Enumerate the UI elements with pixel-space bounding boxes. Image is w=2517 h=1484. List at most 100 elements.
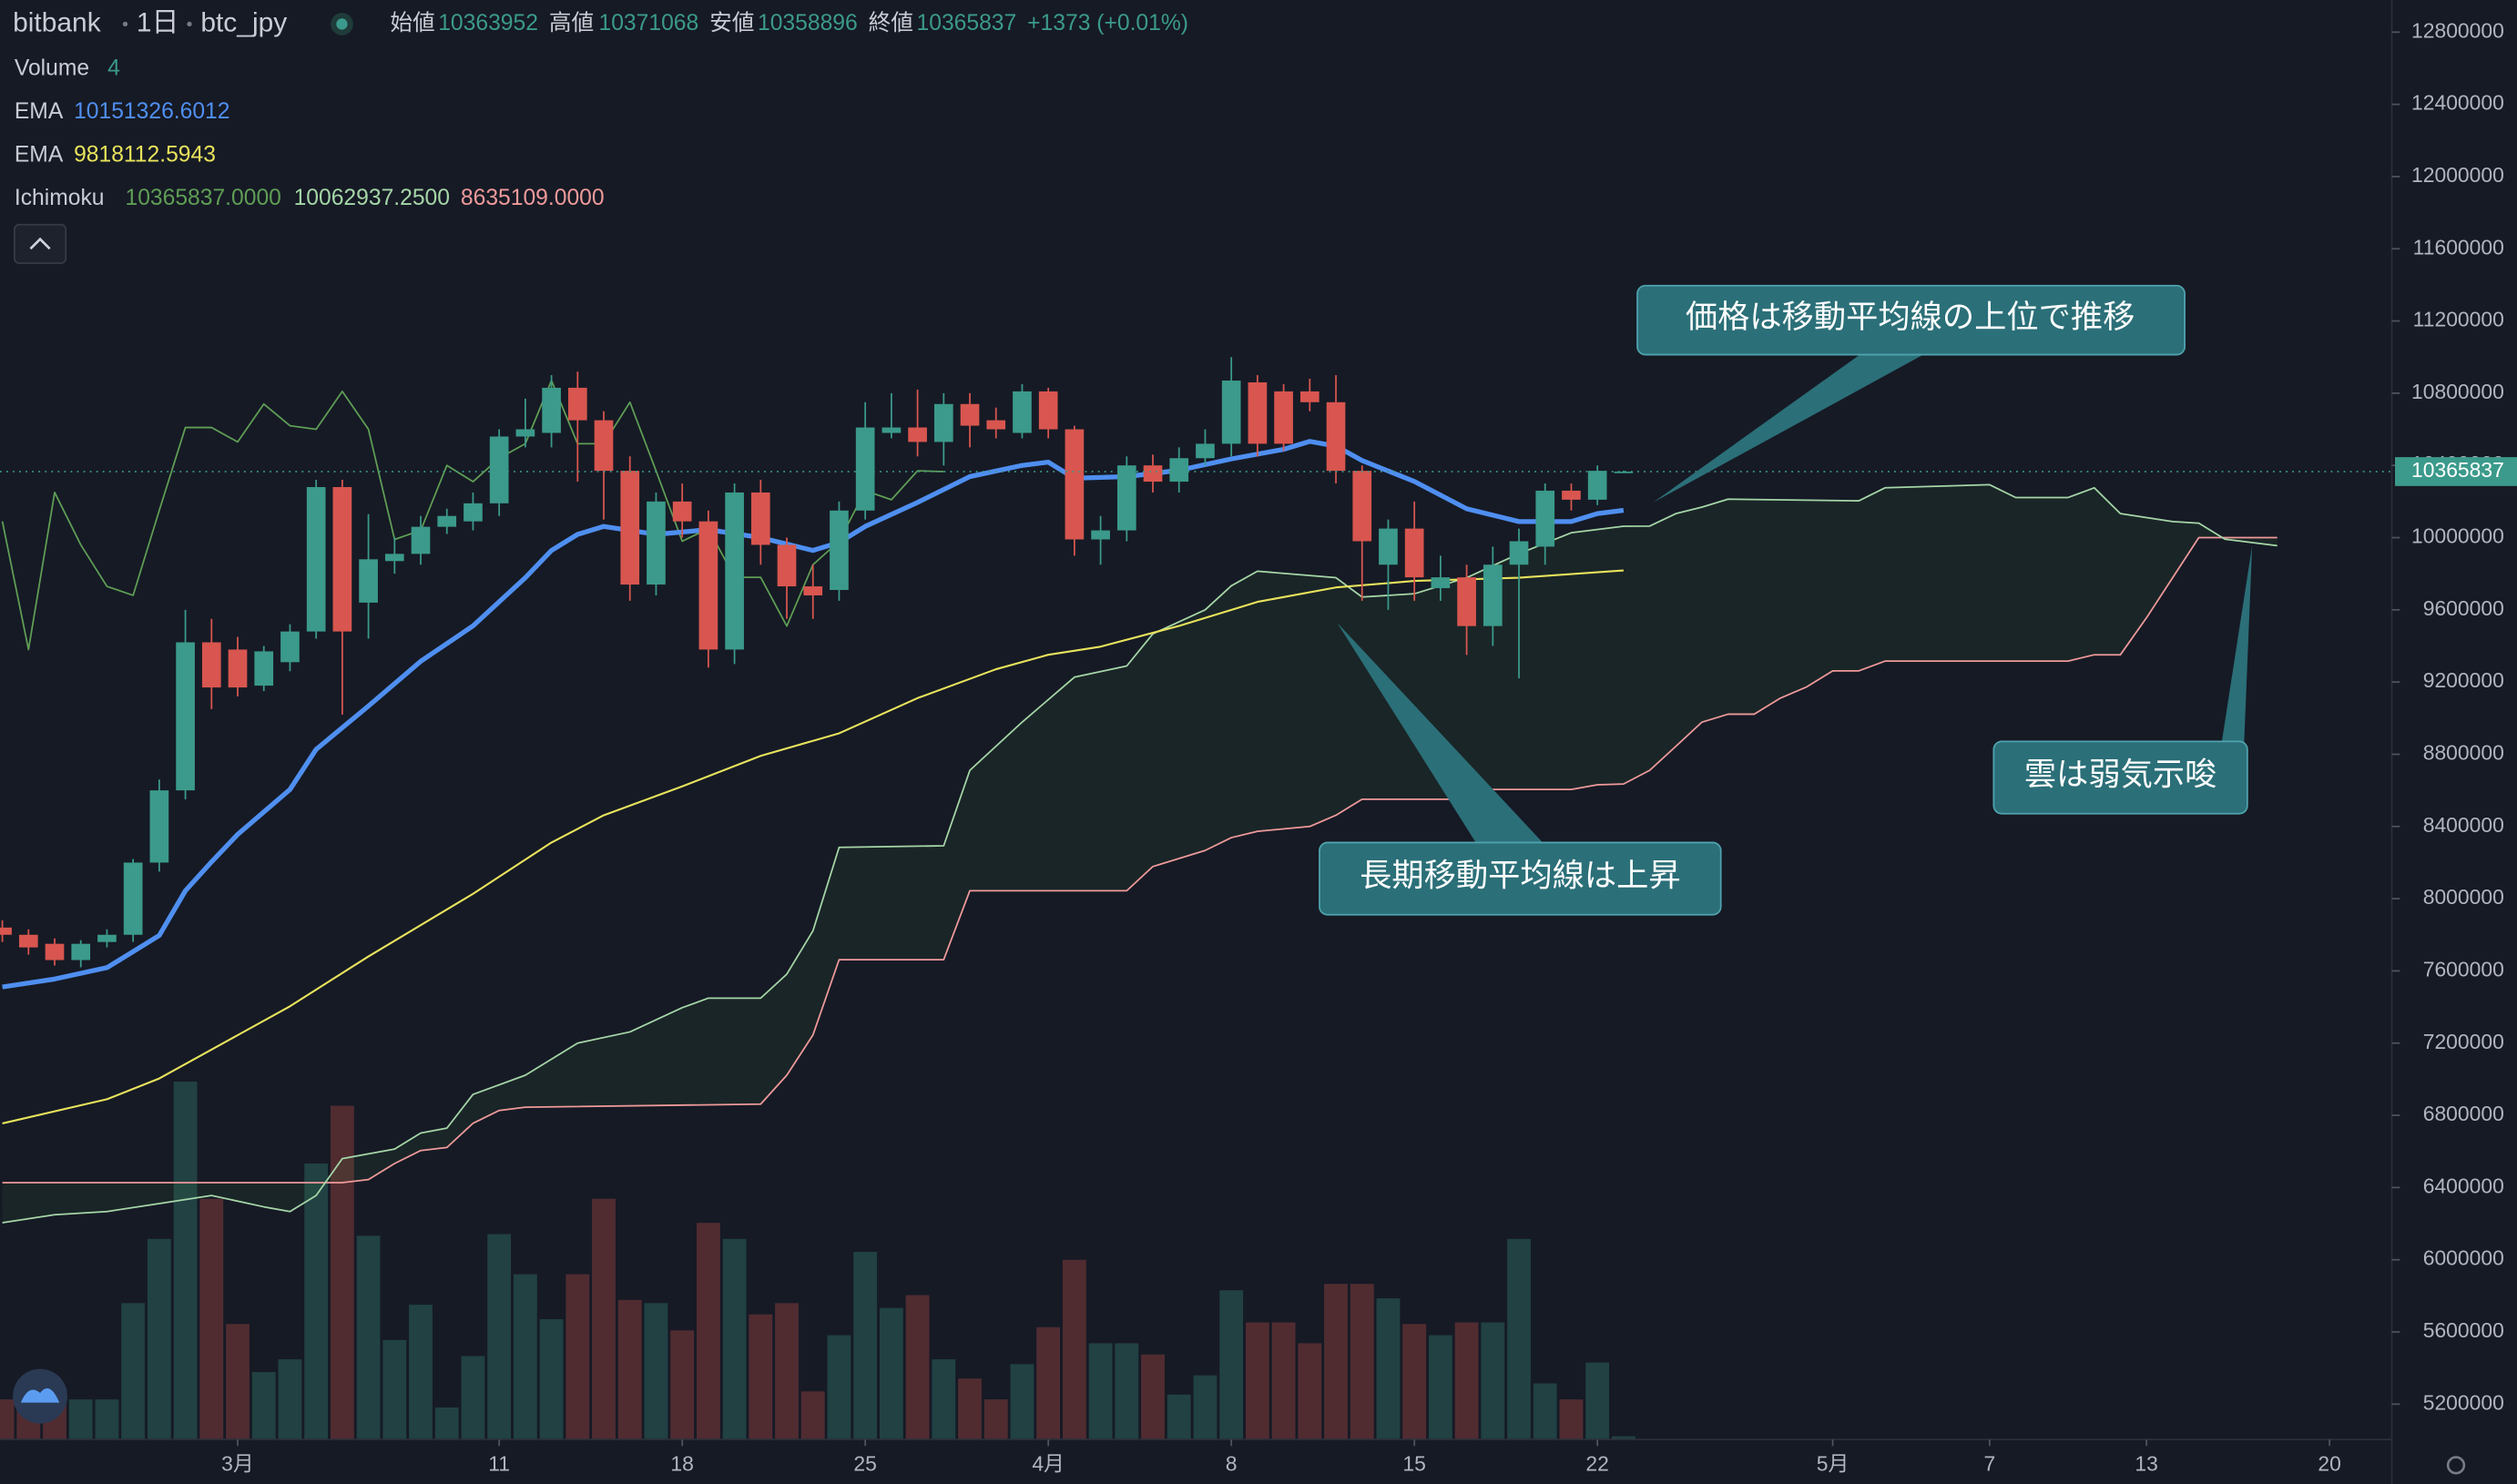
volume-bar [1141,1354,1165,1440]
candle-body [228,649,248,688]
logo-mark [20,1387,60,1403]
ema-label: EMA [15,143,64,168]
volume-bar [1088,1343,1113,1440]
candle-body [542,387,561,433]
price-label: 10365837 [2411,458,2504,482]
volume-bar [1376,1298,1401,1440]
volume-bar [226,1324,250,1440]
callout-box [1992,740,2248,815]
x-tick-label: 8 [1226,1451,1238,1475]
candle-body [201,642,221,688]
candle-body [698,521,718,650]
candle-body [254,651,274,686]
volume-bar [566,1274,590,1440]
volume-bar [1062,1259,1086,1440]
volume-bar [722,1238,747,1440]
volume-bar [958,1378,982,1440]
collapse-icon [29,237,51,250]
x-tick-label: 3月 [221,1451,254,1475]
y-tick-label: 8400000 [2423,813,2504,837]
volume-bar [1193,1375,1218,1440]
candle-body [672,501,692,522]
volume-bar [1219,1290,1244,1440]
candle-body [830,510,849,591]
volume-bar [696,1223,720,1440]
ichimoku-value: 10365837.0000 [125,186,280,210]
volume-value: 4 [107,56,120,80]
candle-body [1274,391,1293,444]
candle-body [1483,564,1503,626]
volume-bar [1533,1383,1557,1440]
volume-bar [461,1356,485,1440]
y-tick-label: 9600000 [2423,596,2504,620]
x-tick-label: 25 [853,1451,876,1475]
volume-bar [1481,1322,1505,1440]
volume-bar [539,1318,564,1440]
volume-bar [1298,1343,1322,1440]
interval: 1日 [137,7,179,37]
candle-body [1509,541,1529,565]
volume-bar [879,1307,903,1440]
x-tick-label: 7 [1984,1451,1996,1475]
volume-bar [487,1234,512,1440]
candle-body [933,403,953,442]
candle-body [1535,490,1555,547]
ichimoku-cloud [2,484,2278,1224]
x-tick-label: 20 [2318,1451,2340,1475]
high-value: 10371068 [599,11,699,36]
volume-bar [827,1335,851,1440]
y-tick-label: 12800000 [2411,18,2504,42]
settings-icon[interactable] [2446,1456,2466,1475]
callout-text: 雲は弱気示唆 [2024,757,2217,792]
volume-label: Volume [15,56,89,80]
volume-bar [95,1399,119,1440]
volume-bar [1585,1362,1610,1440]
callout-text: 価格は移動平均線の上位で推移 [1686,300,2135,335]
volume-bar [644,1303,668,1440]
volume-bar [1611,1436,1636,1440]
ichimoku-value: 10062937.2500 [294,186,450,210]
volume-bar [513,1274,537,1440]
candle-body [123,862,143,935]
ema-label: EMA [15,99,64,124]
candle-body [567,387,587,421]
callout-box [1636,284,2186,356]
volume-bar [1402,1324,1427,1440]
candle-body [1248,381,1268,444]
candle-body [855,427,875,511]
x-tick-label: 5月 [1817,1451,1850,1475]
candle-body [1221,380,1241,444]
volume-bar [670,1330,695,1440]
volume-bar [932,1359,956,1440]
volume-bar [617,1299,642,1440]
volume-bar [0,1399,15,1440]
x-tick-label: 22 [1585,1451,1608,1475]
volume-bar [1454,1322,1479,1440]
collapse-button[interactable] [13,223,67,264]
callout-text: 長期移動平均線は上昇 [1360,859,1681,894]
candle-body [777,544,797,587]
candle-body [960,403,980,426]
candle-body [464,503,483,522]
volume-bar [304,1163,329,1440]
candle-body [1352,471,1372,542]
volume-bar [1271,1322,1296,1440]
low-label: 安値 [709,10,754,36]
volume-bar [1167,1394,1191,1440]
candle-body [594,420,614,472]
close-label: 終値 [869,10,913,36]
volume-bar [382,1339,407,1440]
y-tick-label: 7600000 [2423,957,2504,981]
exchange: bitbank [13,7,102,37]
volume-bar [434,1407,459,1440]
ichimoku-label: Ichimoku [15,186,105,210]
volume-bar [356,1235,381,1440]
candle-body [1116,465,1136,531]
y-tick-label: 12000000 [2411,163,2504,187]
volume-bar [1350,1284,1374,1440]
candle-body [0,927,12,935]
plot-area [0,357,2392,1440]
y-tick-label: 7200000 [2423,1030,2504,1053]
y-tick-label: 5200000 [2423,1390,2504,1414]
